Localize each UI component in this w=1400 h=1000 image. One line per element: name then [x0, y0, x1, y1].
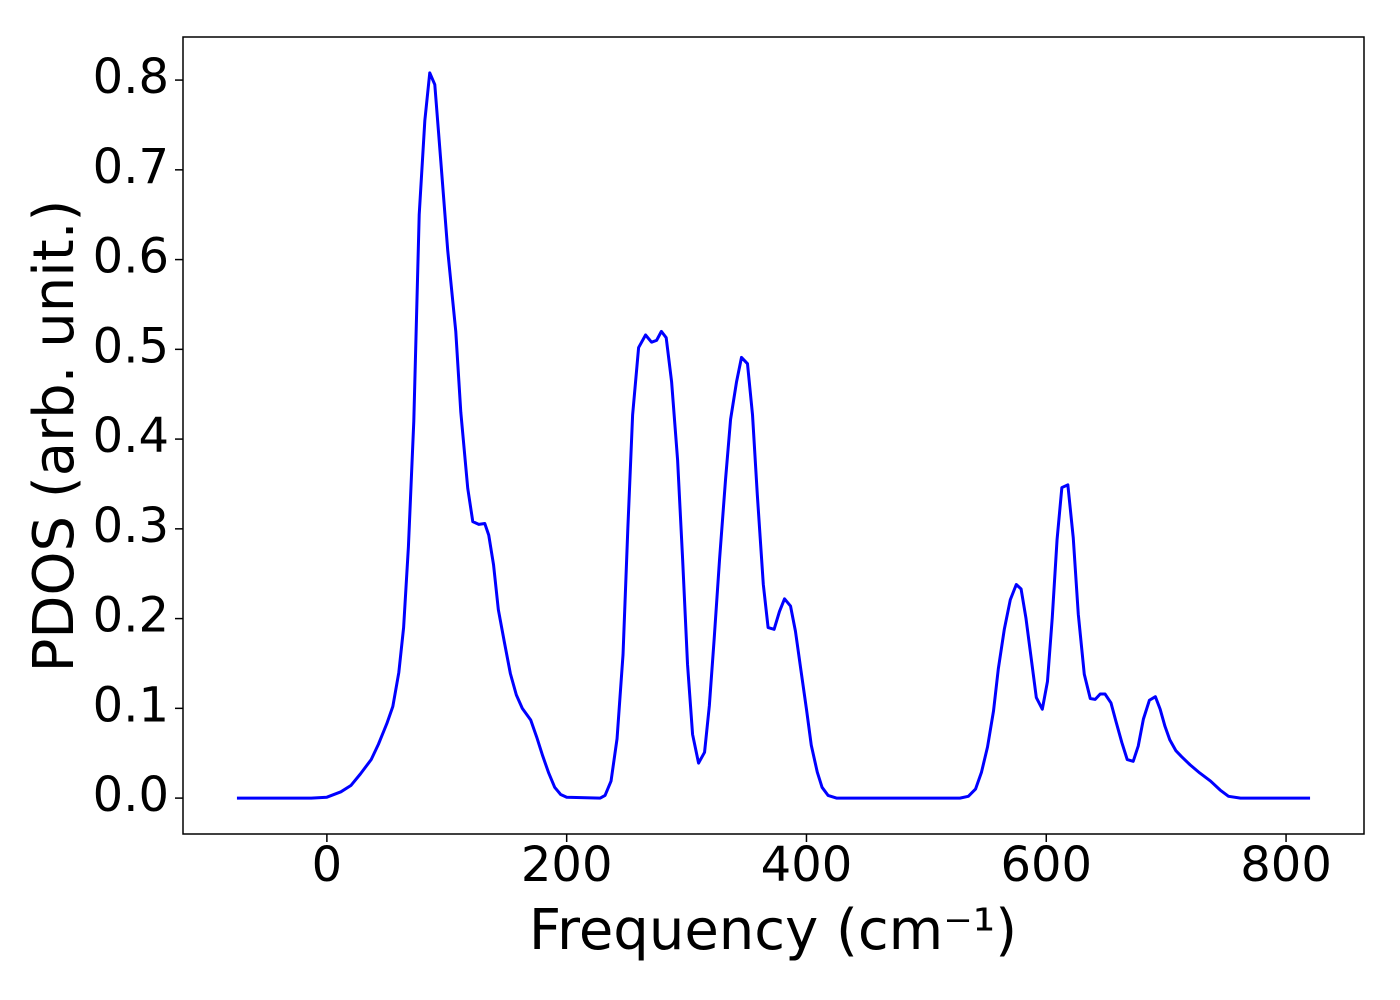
y-tick-label: 0.1	[93, 677, 169, 733]
y-tick-label: 0.7	[93, 139, 169, 195]
y-tick-label: 0.0	[93, 767, 169, 823]
x-tick-label: 800	[1240, 837, 1332, 893]
y-tick-label: 0.8	[93, 49, 169, 105]
y-tick-label: 0.6	[93, 229, 169, 285]
x-tick-label: 400	[761, 837, 853, 893]
line	[236, 71, 1311, 800]
y-tick-label: 0.4	[93, 408, 169, 464]
y-tick-label: 0.3	[93, 498, 169, 554]
x-tick-label: 600	[1000, 837, 1092, 893]
x-tick-label: 200	[521, 837, 613, 893]
y-axis-label: PDOS (arb. unit.)	[22, 200, 87, 673]
x-tick-label: 0	[312, 837, 343, 893]
plot-frame	[182, 36, 1365, 835]
y-tick-label: 0.2	[93, 588, 169, 644]
y-tick-label: 0.5	[93, 318, 169, 374]
x-axis-label: Frequency (cm⁻¹)	[529, 898, 1017, 963]
